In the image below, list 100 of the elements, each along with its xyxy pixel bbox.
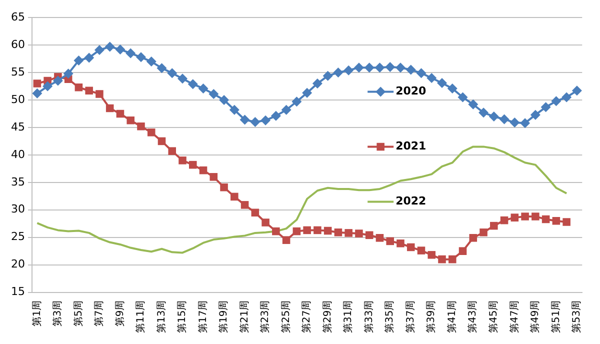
point [188, 160, 197, 169]
point [220, 183, 228, 192]
point [115, 44, 126, 54]
y-tick-label: 50 [10, 92, 25, 106]
point [262, 218, 270, 226]
point [355, 230, 363, 238]
point [312, 78, 322, 89]
point [52, 76, 63, 86]
y-tick-label: 30 [10, 202, 25, 216]
point [386, 237, 394, 246]
x-tick-label: 第7周 [93, 300, 106, 327]
x-tick-label: 第37周 [404, 300, 416, 334]
point [219, 95, 230, 106]
y-tick-label: 15 [10, 285, 25, 298]
point [188, 79, 198, 90]
y-tick-label: 35 [10, 175, 25, 188]
point [229, 104, 240, 115]
point [510, 214, 519, 222]
point [281, 104, 292, 115]
point [376, 234, 384, 242]
y-tick-label: 40 [10, 148, 25, 161]
y-tick-label: 65 [10, 10, 25, 24]
x-tick-label: 第19周 [218, 300, 230, 334]
point [178, 156, 186, 164]
point [447, 83, 458, 94]
legend-label: 2020 [396, 84, 427, 98]
legend-label: 2021 [396, 140, 426, 153]
x-tick-label: 第27周 [300, 300, 313, 334]
x-tick-label: 第31周 [342, 300, 354, 334]
point [416, 68, 426, 78]
point [314, 226, 322, 234]
point [85, 86, 93, 95]
point [167, 68, 178, 78]
x-tick-label: 第47周 [508, 300, 520, 334]
point [458, 247, 467, 255]
point [478, 108, 489, 118]
point [428, 251, 436, 259]
point [322, 70, 333, 81]
point [126, 116, 134, 124]
point [33, 80, 42, 88]
point [106, 104, 114, 112]
point [260, 115, 271, 126]
x-tick-label: 第21周 [238, 300, 250, 334]
point [499, 114, 510, 124]
y-tick-label: 45 [10, 120, 25, 134]
point [292, 227, 301, 236]
point [63, 68, 74, 79]
point [364, 62, 374, 73]
x-tick-label: 第17周 [196, 300, 209, 334]
point [542, 215, 550, 224]
point [104, 42, 115, 52]
x-tick-label: 第39周 [425, 300, 438, 334]
point [126, 48, 136, 58]
point [562, 218, 570, 226]
point [469, 234, 478, 242]
point [530, 110, 540, 120]
point [490, 222, 498, 230]
x-tick-label: 第23周 [259, 300, 272, 334]
point [270, 110, 281, 121]
point [84, 52, 94, 63]
point [178, 74, 188, 84]
point [426, 73, 437, 84]
point [250, 116, 260, 127]
point [158, 137, 166, 146]
point [74, 83, 83, 92]
point [282, 236, 290, 244]
point [510, 118, 520, 128]
x-tick-label: 第3周 [52, 300, 64, 327]
x-tick-label: 第11周 [134, 300, 147, 334]
point [562, 92, 572, 102]
point [292, 96, 302, 107]
point [396, 239, 404, 248]
point [344, 65, 354, 76]
point [147, 128, 156, 136]
point [94, 45, 104, 56]
x-tick-label: 第13周 [155, 300, 168, 334]
point [251, 208, 260, 217]
x-tick-label: 第15周 [176, 300, 188, 334]
y-tick-label: 25 [10, 230, 25, 244]
point [302, 88, 312, 98]
x-tick-label: 第5周 [72, 300, 84, 327]
point [374, 62, 385, 73]
point [437, 78, 448, 88]
point [74, 55, 84, 66]
point [344, 229, 352, 237]
point [468, 99, 478, 110]
point [272, 227, 280, 236]
point [417, 246, 426, 254]
point [137, 122, 145, 130]
point [199, 166, 208, 174]
x-tick-label: 第51周 [550, 300, 562, 334]
point [168, 147, 176, 155]
point [572, 86, 582, 96]
point [230, 192, 238, 201]
point [210, 173, 218, 181]
point [521, 212, 529, 220]
x-tick-label: 第41周 [446, 300, 458, 334]
point [198, 83, 208, 94]
point [146, 56, 156, 67]
x-tick-label: 第25周 [280, 300, 292, 334]
